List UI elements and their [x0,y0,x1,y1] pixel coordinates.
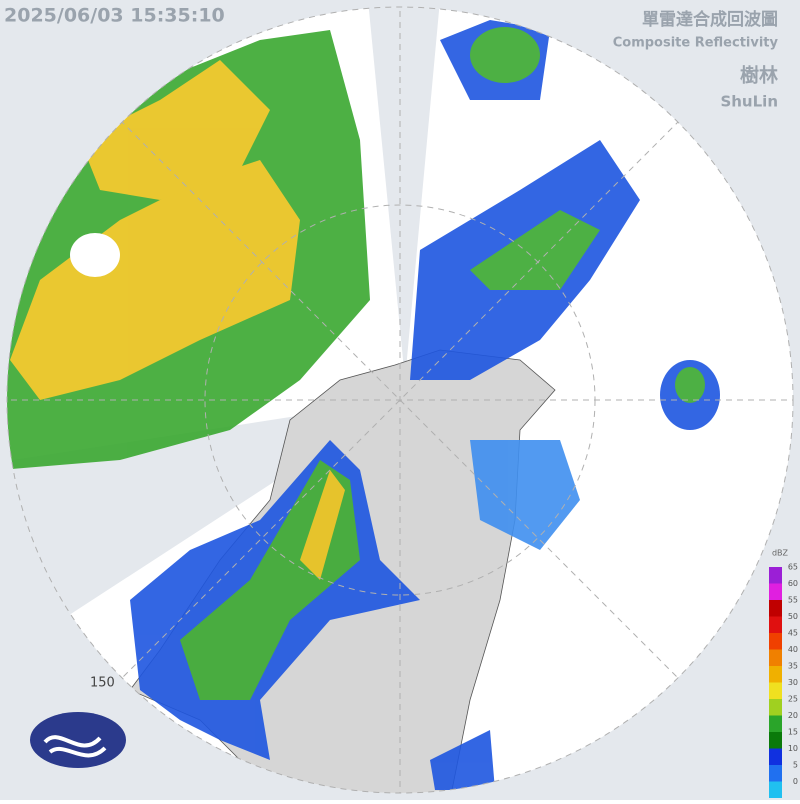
colorbar-segment [769,633,782,650]
colorbar-tick-label: 25 [788,695,798,704]
colorbar-segment [769,666,782,683]
colorbar-tick-label: 45 [788,629,798,638]
title-zh: 單雷達合成回波圖 [642,9,778,30]
legend-unit: dBZ [772,549,789,558]
colorbar-segment [769,732,782,749]
echoes [7,20,720,790]
colorbar-tick-label: 5 [793,761,798,770]
colorbar-segment [769,715,782,732]
colorbar-segment [769,748,782,765]
colorbar-tick-label: 50 [788,612,798,621]
colorbar-segment [769,682,782,699]
colorbar-tick-label: 55 [788,596,798,605]
station-en: ShuLin [720,93,778,111]
blocked-sector [368,7,440,380]
colorbar-tick-label: 10 [788,744,798,753]
logo [30,712,126,768]
timestamp: 2025/06/03 15:35:10 [4,5,225,27]
range-ring [6,6,794,794]
title-en: Composite Reflectivity [613,36,779,51]
range-label: 150 [90,676,115,691]
colorbar-tick-label: 0 [793,777,798,786]
colorbar-tick-label: 30 [788,678,798,687]
colorbar-segment [769,699,782,716]
colorbar-segment [769,765,782,782]
colorbar-tick-label: 20 [788,711,798,720]
colorbar-segment [769,616,782,633]
colorbar-tick-label: 35 [788,662,798,671]
colorbar-segment [769,583,782,600]
colorbar-tick-label: 60 [788,579,798,588]
colorbar-tick-label: 40 [788,645,798,654]
colorbar-segment [769,649,782,666]
colorbar-tick-label: 65 [788,563,798,572]
colorbar-tick-label: 15 [788,728,798,737]
colorbar-segment [769,567,782,584]
station-zh: 樹林 [740,64,778,87]
colorbar-segment [769,781,782,798]
colorbar-segment [769,600,782,617]
